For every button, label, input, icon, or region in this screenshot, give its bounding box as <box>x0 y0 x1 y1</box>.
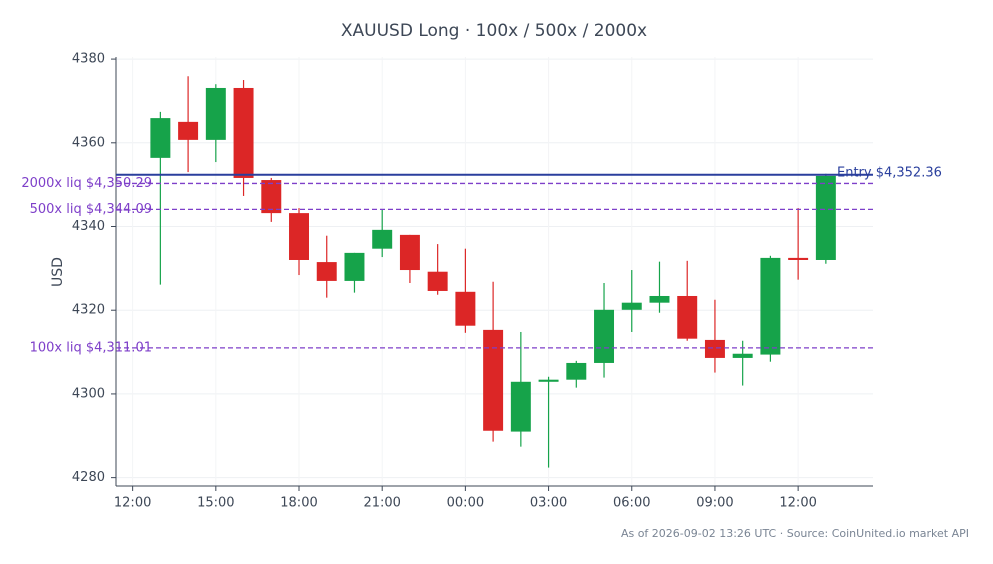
y-tick-label: 4300 <box>72 386 105 401</box>
candle-body <box>372 229 393 249</box>
x-tick-label: 21:00 <box>363 496 400 511</box>
candle-body <box>788 257 809 260</box>
x-tick-label: 06:00 <box>613 496 650 511</box>
y-tick-label: 4280 <box>72 470 105 485</box>
candle-body <box>455 291 476 326</box>
candle-body <box>760 257 781 355</box>
candle-body <box>344 252 365 281</box>
candle-body <box>483 329 504 431</box>
x-tick-label: 12:00 <box>114 496 151 511</box>
candle-body <box>732 353 753 358</box>
candle-body <box>316 262 337 281</box>
candle-body <box>677 295 698 339</box>
level-label: Entry $4,352.36 <box>837 165 942 180</box>
y-axis-label: USD <box>50 257 66 287</box>
candle-body <box>510 381 531 432</box>
footer: As of 2026-09-02 13:26 UTC · Source: Coi… <box>621 527 969 540</box>
candle-body <box>594 309 615 363</box>
y-tick-label: 4380 <box>72 52 105 67</box>
x-tick-label: 00:00 <box>447 496 484 511</box>
x-tick-label: 12:00 <box>779 496 816 511</box>
x-tick-label: 03:00 <box>530 496 567 511</box>
x-tick-label: 18:00 <box>280 496 317 511</box>
x-tick-label: 09:00 <box>696 496 733 511</box>
candle-body <box>178 121 199 140</box>
chart-title: XAUUSD Long · 100x / 500x / 2000x <box>341 21 647 41</box>
candle-body <box>399 234 420 271</box>
candle-body <box>261 180 282 214</box>
candle-body <box>815 175 836 260</box>
x-tick-label: 15:00 <box>197 496 234 511</box>
candle-body <box>649 295 670 303</box>
candle-body <box>538 379 559 382</box>
candle-body <box>621 302 642 310</box>
candle-body <box>566 362 587 380</box>
candle-body <box>205 87 226 140</box>
level-label: 500x liq $4,344.09 <box>30 202 152 217</box>
y-tick-label: 4360 <box>72 135 105 150</box>
level-label: 2000x liq $4,350.29 <box>21 176 152 191</box>
candle-body <box>704 339 725 358</box>
level-label: 100x liq $4,311.01 <box>30 340 152 355</box>
candle-body <box>233 87 254 178</box>
candle-body <box>427 271 448 291</box>
y-tick-label: 4320 <box>72 303 105 318</box>
candle-body <box>289 213 309 260</box>
candle-body <box>150 118 171 158</box>
y-tick-label: 4340 <box>72 219 105 234</box>
